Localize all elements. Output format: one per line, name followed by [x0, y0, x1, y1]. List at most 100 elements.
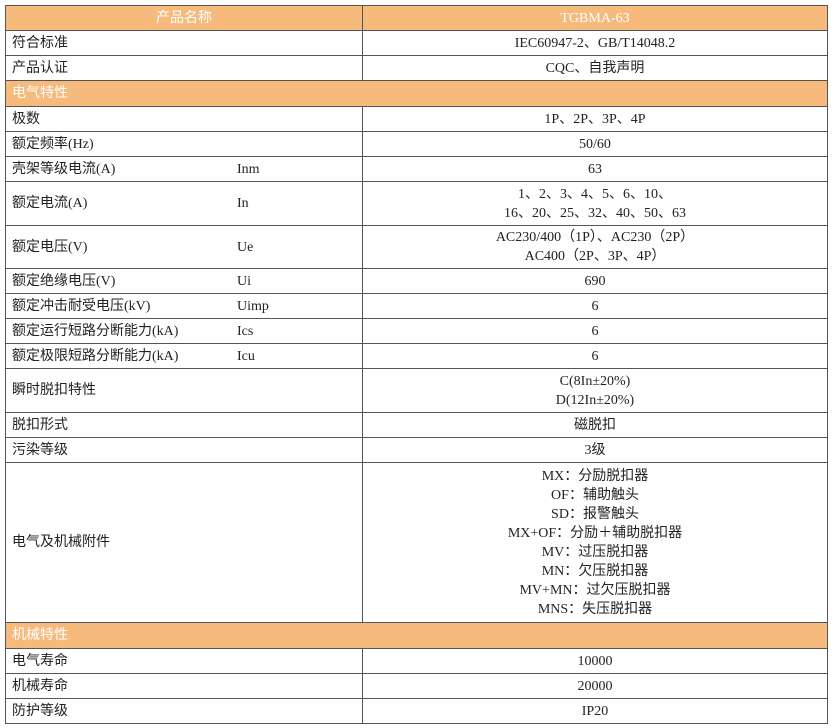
spec-label-cell: 符合标准 [5, 30, 363, 56]
spec-label: 防护等级 [12, 703, 68, 719]
spec-label: 机械寿命 [12, 678, 68, 694]
spec-value: 3级 [584, 442, 606, 458]
spec-value: D(12In±20%) [555, 392, 635, 408]
spec-value: MX：分励脱扣器 [541, 468, 649, 484]
spec-label-cell: 额定绝缘电压(V) Ui [5, 268, 363, 294]
spec-value-cell: 6 [362, 293, 828, 319]
spec-label-cell: 产品认证 [5, 55, 363, 81]
spec-label-cell: 额定冲击耐受电压(kV) Uimp [5, 293, 363, 319]
spec-value: 690 [584, 273, 606, 289]
spec-value-cell: 20000 [362, 673, 828, 699]
spec-row: 额定电流(A) In 1、2、3、4、5、6、10、 16、20、25、32、40、5… [5, 181, 828, 226]
spec-table: 产品名称 TGBMA-63 符合标准 IEC60947-2、GB/T14048.2… [5, 5, 828, 724]
spec-symbol: Ui [237, 273, 251, 289]
spec-symbol: Uimp [237, 298, 269, 314]
spec-value-cell: 6 [362, 318, 828, 344]
spec-value: 63 [588, 161, 602, 177]
spec-value: MV：过压脱扣器 [541, 544, 649, 560]
spec-value: 6 [591, 348, 599, 364]
spec-row: 符合标准 IEC60947-2、GB/T14048.2 [5, 30, 828, 56]
spec-value-cell: 10000 [362, 648, 828, 674]
spec-value-cell: 50/60 [362, 131, 828, 157]
spec-row: 额定运行短路分断能力(kA) Ics 6 [5, 318, 828, 344]
spec-label-cell: 额定电流(A) In [5, 181, 363, 226]
spec-value-cell: 63 [362, 156, 828, 182]
section-title: 电气特性 [5, 80, 828, 107]
spec-label: 额定极限短路分断能力(kA) [12, 348, 179, 364]
spec-label: 额定冲击耐受电压(kV) [12, 298, 151, 314]
spec-value-cell: IP20 [362, 698, 828, 724]
spec-value: 6 [591, 323, 599, 339]
spec-value: 1P、2P、3P、4P [544, 111, 646, 127]
spec-label-cell: 防护等级 [5, 698, 363, 724]
spec-row: 污染等级 3级 [5, 437, 828, 463]
spec-value: AC400（2P、3P、4P） [524, 249, 666, 264]
spec-value-cell: MX：分励脱扣器 OF：辅助触头 SD：报警触头 MX+OF：分励＋辅助脱扣器 MV：过… [362, 462, 828, 623]
spec-label-cell: 额定极限短路分断能力(kA) Icu [5, 343, 363, 369]
spec-label-cell: 机械寿命 [5, 673, 363, 699]
spec-label-cell: 额定频率(Hz) [5, 131, 363, 157]
spec-label-cell: 额定电压(V) Ue [5, 225, 363, 269]
spec-value-cell: CQC、自我声明 [362, 55, 828, 81]
spec-row: 产品认证 CQC、自我声明 [5, 55, 828, 81]
spec-label: 符合标准 [12, 35, 68, 51]
spec-value: IEC60947-2、GB/T14048.2 [514, 35, 676, 51]
spec-row: 壳架等级电流(A) Inm 63 [5, 156, 828, 182]
spec-symbol: Icu [237, 348, 255, 364]
spec-value: 20000 [577, 678, 613, 694]
spec-value: MNS：失压脱扣器 [537, 601, 653, 617]
spec-label: 极数 [12, 111, 40, 127]
spec-label-cell: 壳架等级电流(A) Inm [5, 156, 363, 182]
spec-row: 电气及机械附件 MX：分励脱扣器 OF：辅助触头 SD：报警触头 MX+OF：分励＋辅助… [5, 462, 828, 623]
spec-value: 50/60 [579, 136, 611, 152]
spec-row: 额定电压(V) Ue AC230/400（1P）、AC230（2P） AC400（2P… [5, 225, 828, 269]
spec-value-cell: 690 [362, 268, 828, 294]
spec-label: 污染等级 [12, 442, 68, 458]
spec-value: C(8In±20%) [559, 373, 631, 389]
spec-label: 电气寿命 [12, 653, 68, 669]
spec-label: 额定电流(A) [12, 196, 88, 211]
spec-value-cell: AC230/400（1P）、AC230（2P） AC400（2P、3P、4P） [362, 225, 828, 269]
spec-label-cell: 脱扣形式 [5, 412, 363, 438]
header-model: TGBMA-63 [362, 5, 828, 31]
spec-label: 额定电压(V) [12, 239, 88, 255]
spec-label: 壳架等级电流(A) [12, 161, 116, 177]
spec-value: 磁脱扣 [574, 417, 616, 433]
spec-label-cell: 瞬时脱扣特性 [5, 368, 363, 413]
spec-label: 产品认证 [12, 60, 68, 76]
spec-label: 额定绝缘电压(V) [12, 273, 116, 289]
spec-value-cell: IEC60947-2、GB/T14048.2 [362, 30, 828, 56]
spec-row: 电气寿命 10000 [5, 648, 828, 674]
spec-label-cell: 电气寿命 [5, 648, 363, 674]
spec-label: 电气及机械附件 [12, 535, 110, 550]
spec-label: 额定频率(Hz) [12, 136, 94, 152]
spec-row: 额定频率(Hz) 50/60 [5, 131, 828, 157]
spec-label-cell: 极数 [5, 106, 363, 132]
spec-label: 额定运行短路分断能力(kA) [12, 323, 179, 339]
spec-row: 机械寿命 20000 [5, 673, 828, 699]
section-electrical: 电气特性 [5, 80, 828, 107]
spec-value: CQC、自我声明 [545, 60, 645, 76]
spec-value: AC230/400（1P）、AC230（2P） [495, 230, 695, 245]
spec-symbol: Inm [237, 161, 260, 177]
spec-label: 脱扣形式 [12, 417, 68, 433]
spec-row: 脱扣形式 磁脱扣 [5, 412, 828, 438]
spec-value-cell: 6 [362, 343, 828, 369]
spec-value: 6 [591, 298, 599, 314]
spec-label-cell: 污染等级 [5, 437, 363, 463]
spec-row: 额定极限短路分断能力(kA) Icu 6 [5, 343, 828, 369]
spec-value: 10000 [577, 653, 613, 669]
spec-label-cell: 电气及机械附件 [5, 462, 363, 623]
spec-value-cell: 3级 [362, 437, 828, 463]
spec-row: 额定冲击耐受电压(kV) Uimp 6 [5, 293, 828, 319]
header-row: 产品名称 TGBMA-63 [5, 5, 828, 31]
spec-value-cell: C(8In±20%) D(12In±20%) [362, 368, 828, 413]
spec-symbol: Ue [237, 239, 254, 255]
spec-symbol: In [237, 196, 249, 211]
spec-value: MV+MN：过欠压脱扣器 [519, 582, 671, 598]
section-mechanical: 机械特性 [5, 622, 828, 649]
spec-value-cell: 1、2、3、4、5、6、10、 16、20、25、32、40、50、63 [362, 181, 828, 226]
spec-value: MN：欠压脱扣器 [541, 563, 649, 579]
spec-value-cell: 1P、2P、3P、4P [362, 106, 828, 132]
spec-value: IP20 [581, 703, 609, 719]
